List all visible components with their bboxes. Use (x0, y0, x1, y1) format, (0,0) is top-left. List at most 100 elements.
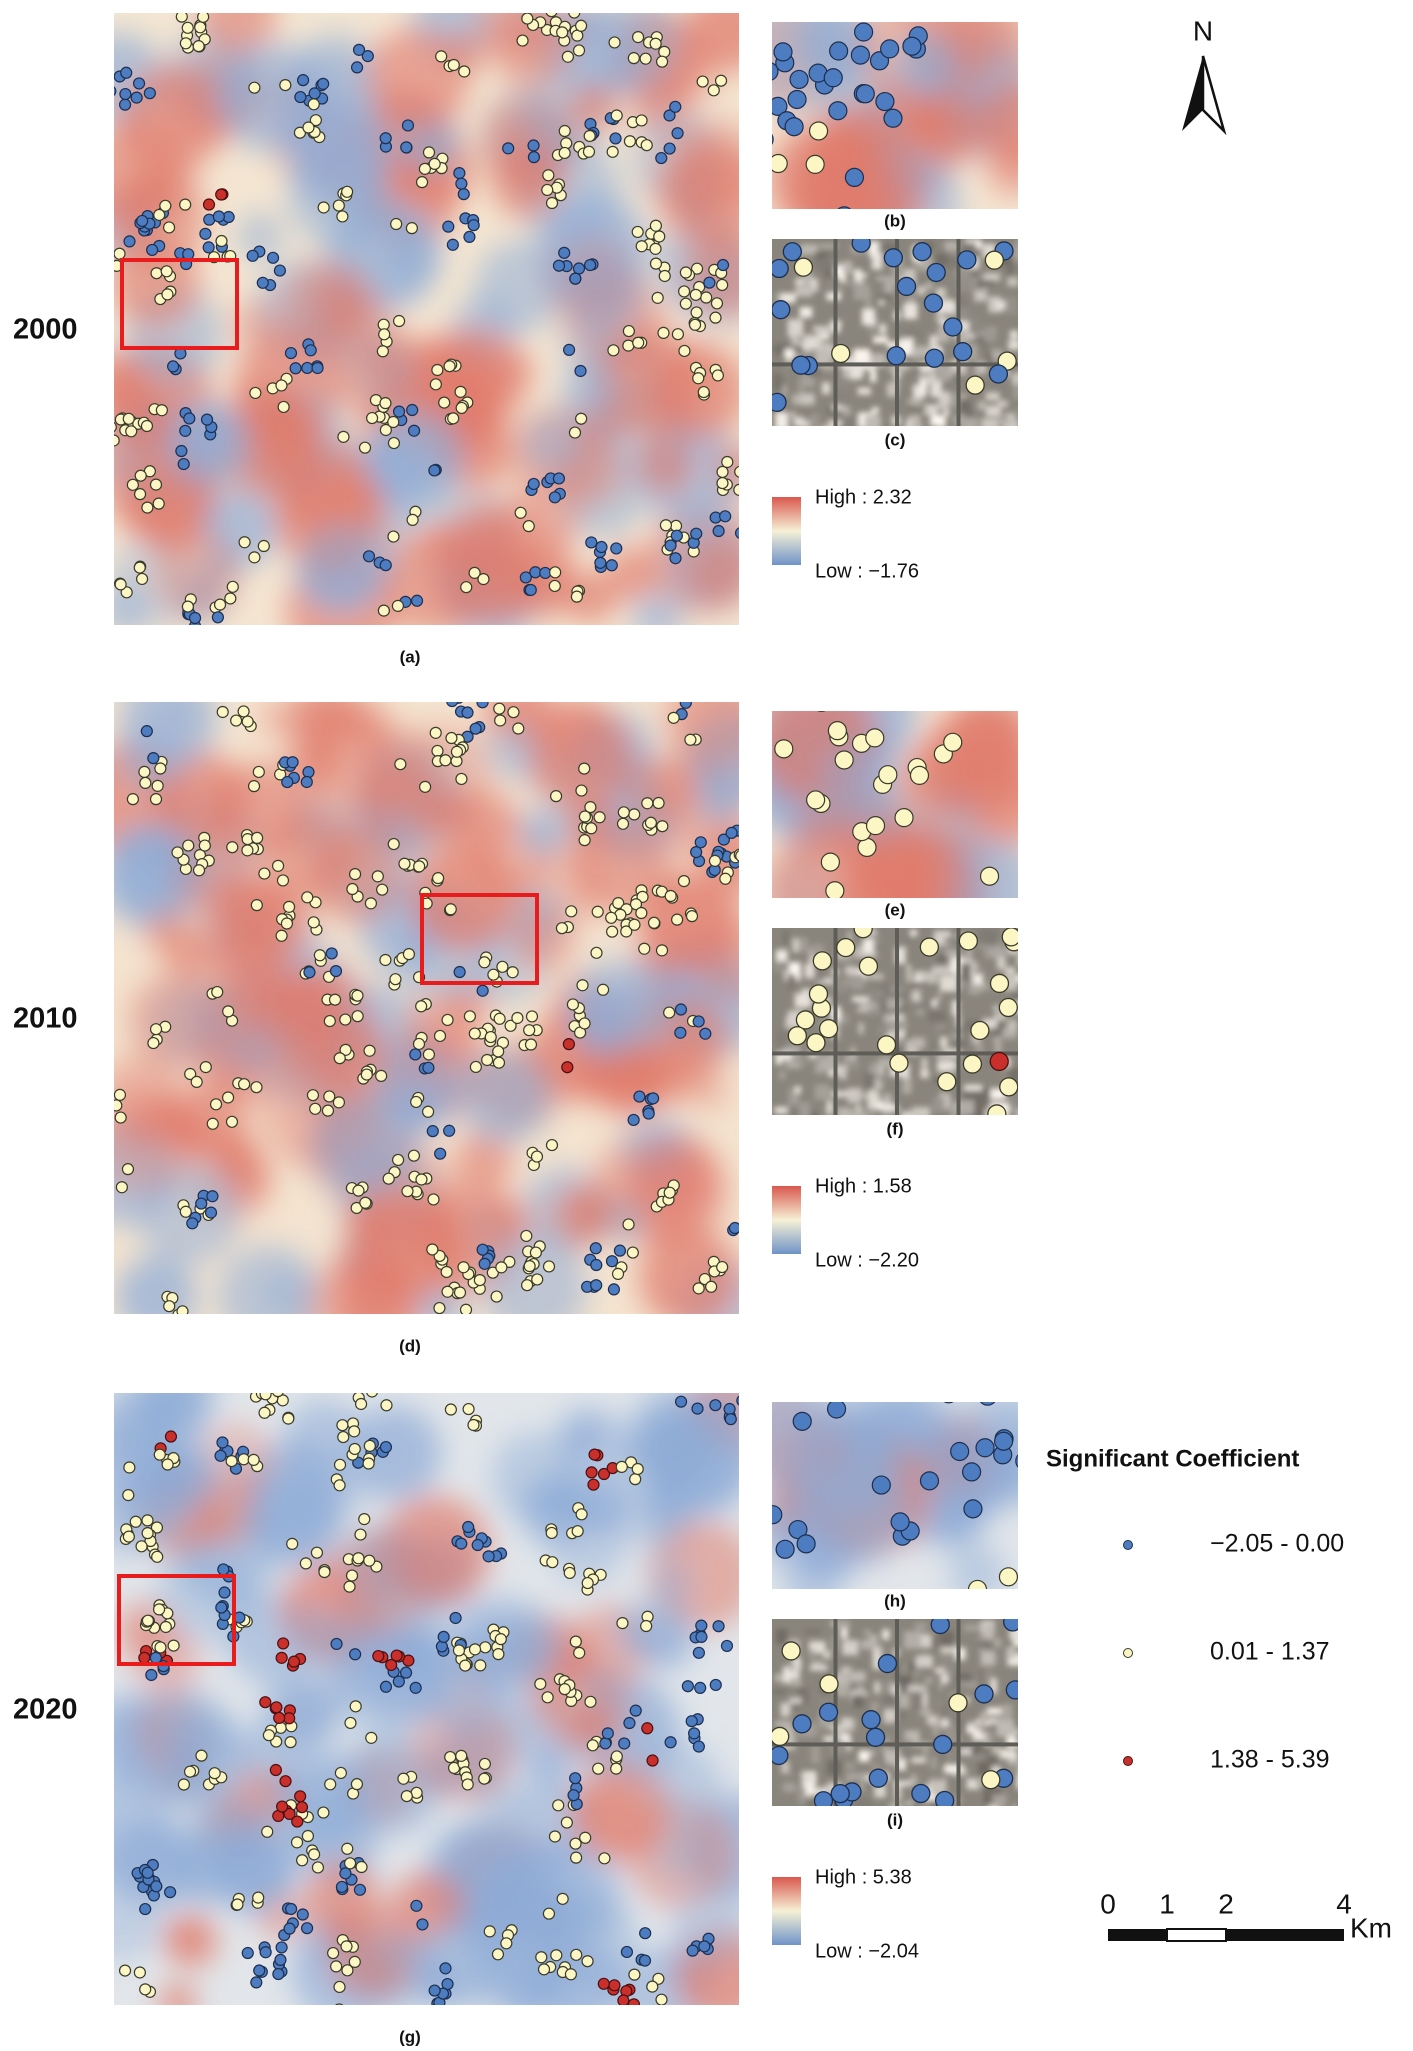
point (681, 1680, 694, 1693)
image-patch (1007, 1019, 1018, 1032)
point (741, 525, 752, 536)
point (379, 132, 392, 145)
image-patch (773, 292, 784, 303)
image-patch (984, 326, 996, 342)
image-patch (779, 370, 791, 376)
image-patch (974, 290, 987, 302)
point (640, 1619, 653, 1633)
image-patch (822, 267, 836, 280)
point (720, 1639, 734, 1653)
point (181, 21, 194, 34)
point (919, 937, 940, 957)
point (387, 837, 400, 851)
point (492, 1056, 506, 1069)
point (876, 1035, 897, 1055)
legend-dot (1123, 1648, 1133, 1658)
image-patch (947, 1068, 956, 1074)
image-patch (913, 975, 929, 984)
point (272, 1967, 285, 1981)
point (616, 1616, 629, 1630)
image-patch (1009, 330, 1018, 340)
image-patch (930, 414, 946, 426)
image-patch (903, 1631, 921, 1649)
road (895, 928, 899, 1115)
point (716, 278, 729, 292)
image-patch (1017, 1056, 1018, 1067)
image-patch (1002, 1027, 1017, 1039)
point (981, 1770, 1001, 1790)
image-patch (905, 1802, 914, 1806)
image-patch (857, 1685, 864, 1699)
image-patch (860, 273, 868, 278)
image-patch (795, 285, 813, 297)
point (377, 604, 390, 617)
point (354, 1528, 367, 1541)
point (877, 1653, 898, 1674)
image-patch (843, 280, 859, 286)
image-patch (925, 1678, 933, 1683)
point (241, 1946, 254, 1960)
point (988, 364, 1009, 384)
point (806, 790, 826, 810)
surface-blobs (772, 22, 1018, 209)
image-patch (777, 1023, 786, 1029)
point (402, 948, 416, 961)
point (527, 151, 541, 164)
point (171, 846, 184, 859)
point (561, 50, 575, 63)
image-patch (898, 1694, 910, 1709)
image-patch (989, 1718, 999, 1724)
point (283, 1922, 296, 1935)
point (441, 1013, 454, 1027)
point (281, 775, 294, 789)
point (186, 1217, 199, 1230)
image-patch (1013, 382, 1018, 399)
image-patch (772, 1689, 786, 1694)
image-patch (840, 1620, 848, 1639)
point (387, 415, 400, 429)
image-patch (968, 980, 981, 995)
image-patch (964, 1084, 983, 1092)
point (610, 1750, 623, 1763)
image-patch (799, 307, 813, 318)
point (789, 69, 809, 90)
image-patch (920, 1068, 929, 1079)
surface-blob (158, 1983, 198, 2005)
point (382, 1172, 395, 1185)
point (836, 937, 856, 958)
image-patch (1001, 1704, 1013, 1721)
zoom-label: (e) (885, 900, 906, 919)
point (274, 1953, 287, 1967)
point (629, 898, 643, 911)
image-patch (795, 417, 810, 426)
point (772, 62, 779, 81)
point (618, 1737, 631, 1750)
image-patch (1014, 1108, 1018, 1115)
point (410, 1899, 423, 1912)
point (301, 361, 314, 375)
point (529, 566, 542, 579)
surface-blob (545, 1184, 612, 1250)
point (302, 121, 315, 134)
image-patch (895, 1705, 907, 1721)
point (452, 1644, 466, 1657)
point (226, 841, 239, 854)
image-patch (852, 1695, 864, 1708)
point (333, 1458, 347, 1471)
point (174, 1318, 185, 1329)
point (146, 243, 159, 257)
point (262, 1729, 275, 1742)
zoom-label: (h) (884, 1591, 906, 1610)
image-patch (991, 328, 997, 334)
point (574, 19, 588, 32)
point (678, 344, 691, 358)
image-patch (799, 393, 815, 405)
point (217, 1563, 230, 1576)
point (688, 318, 702, 331)
surface-blob (367, 410, 464, 506)
point (317, 201, 330, 214)
point (150, 1880, 163, 1893)
legend-low: Low : −2.04 (815, 1940, 919, 1962)
clipped (772, 22, 1018, 209)
point (679, 266, 692, 279)
